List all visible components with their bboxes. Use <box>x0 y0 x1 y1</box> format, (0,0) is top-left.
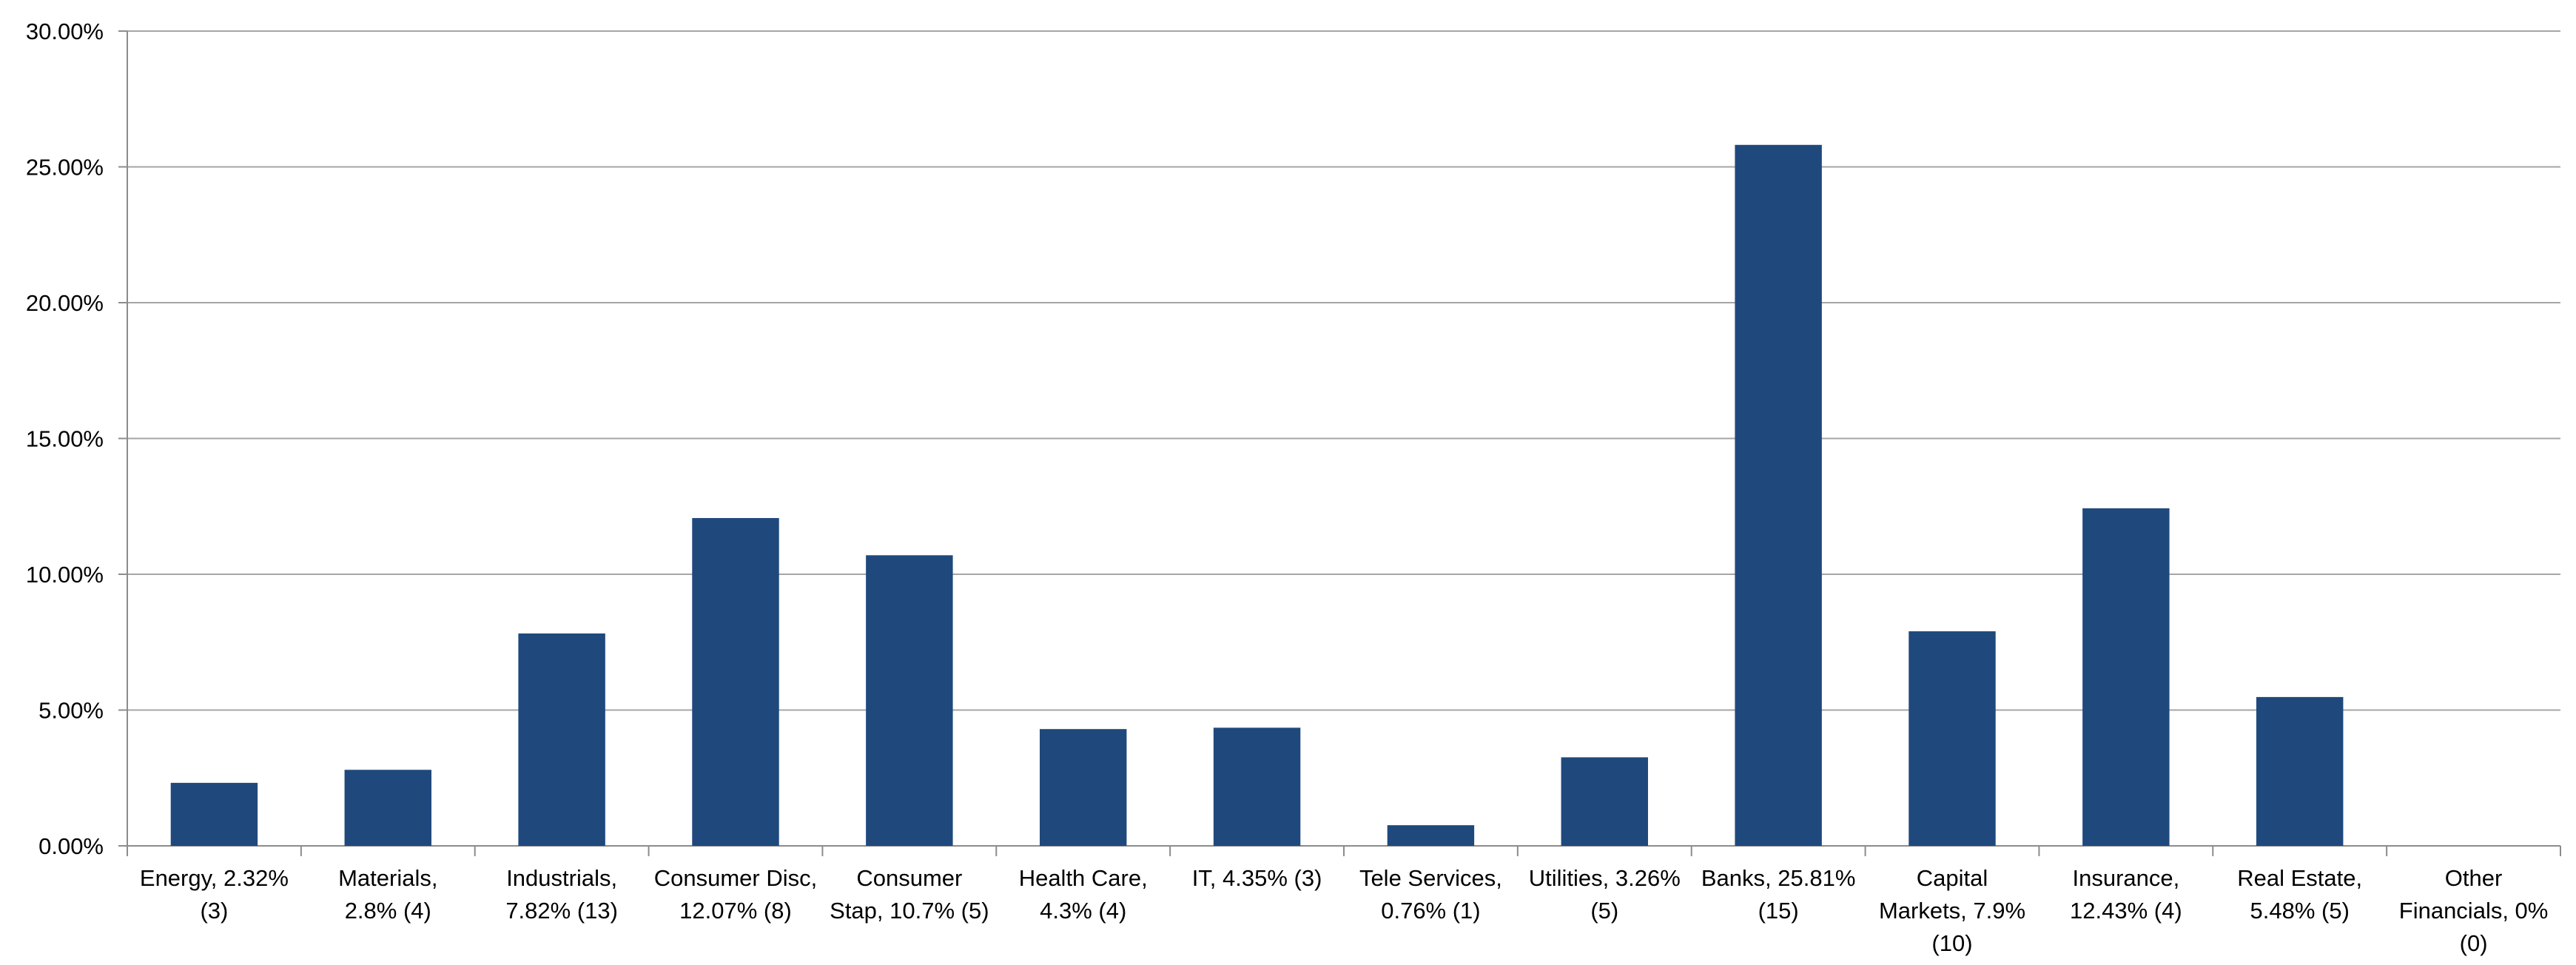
x-tick-label-line: Markets, 7.9% <box>1879 898 2025 924</box>
bar <box>344 770 431 846</box>
x-tick-label-line: Consumer Disc, <box>654 865 818 891</box>
gridlines <box>127 30 2560 711</box>
x-tick-label-line: Utilities, 3.26% <box>1529 865 1681 891</box>
x-tick-label: Other Financials, 0% (0) <box>2399 865 2549 956</box>
x-tick-label-line: 0.76% (1) <box>1381 898 1480 924</box>
bar <box>692 518 779 846</box>
x-tick-label: Capital Markets, 7.9% (10) <box>1879 865 2025 956</box>
bar <box>866 555 953 846</box>
x-tick-label-line: Financials, 0% <box>2399 898 2549 924</box>
x-tick-label-line: Capital <box>1917 865 1988 891</box>
x-tick-labels: Energy, 2.32% (3) Materials, 2.8% (4) Indust… <box>140 865 2548 956</box>
x-tick-label: Energy, 2.32% (3) <box>140 865 289 924</box>
y-tick-label: 15.00% <box>26 426 104 452</box>
x-tick-label: Consumer Disc, 12.07% (8) <box>654 865 818 924</box>
x-tick-label-line: (0) <box>2460 930 2488 956</box>
bar <box>1387 825 1475 846</box>
x-tick-label-line: Insurance, <box>2072 865 2179 891</box>
x-tick-label-line: Real Estate, <box>2237 865 2362 891</box>
x-tick-label: Health Care, 4.3% (4) <box>1019 865 1148 924</box>
x-tick-label-line: (5) <box>1590 898 1618 924</box>
x-tick-label-line: Materials, <box>338 865 437 891</box>
x-tick-label-line: 4.3% (4) <box>1040 898 1126 924</box>
x-tick-label-line: Stap, 10.7% (5) <box>830 898 989 924</box>
y-tick-labels: 0.00% 5.00% 10.00% 15.00% 20.00% 25.00% 30.00% <box>26 19 104 859</box>
bar <box>1561 757 1648 846</box>
x-tick-label-line: 2.8% (4) <box>345 898 431 924</box>
x-tick-label-line: Industrials, <box>506 865 617 891</box>
x-tick-label-line: (15) <box>1758 898 1799 924</box>
x-tick-label-line: 12.43% (4) <box>2070 898 2182 924</box>
bar <box>2256 696 2344 846</box>
x-tick-label-line: (10) <box>1931 930 1972 956</box>
x-tick-label: Tele Services, 0.76% (1) <box>1359 865 1502 924</box>
x-tick-label-line: 5.48% (5) <box>2250 898 2350 924</box>
y-tick-label: 0.00% <box>38 833 104 859</box>
x-tick-label-line: Banks, 25.81% <box>1701 865 1856 891</box>
bar <box>170 782 258 846</box>
bar <box>1213 727 1301 846</box>
bars <box>170 144 2344 846</box>
x-tick-label: Banks, 25.81% (15) <box>1701 865 1856 924</box>
x-tick-label: IT, 4.35% (3) <box>1192 865 1322 891</box>
bar <box>518 633 605 846</box>
x-tick-label: Materials, 2.8% (4) <box>338 865 437 924</box>
x-tick-label-line: Other <box>2445 865 2503 891</box>
x-tick-label-line: Tele Services, <box>1359 865 1502 891</box>
bar <box>1735 144 1822 846</box>
y-tick-label: 25.00% <box>26 155 104 181</box>
x-tick-label-line: (3) <box>200 898 228 924</box>
bar <box>1909 631 1996 846</box>
x-tick-label-line: Health Care, <box>1019 865 1148 891</box>
x-tick-label: Utilities, 3.26% (5) <box>1529 865 1681 924</box>
x-tick-label-line: IT, 4.35% (3) <box>1192 865 1322 891</box>
y-tick-label: 30.00% <box>26 19 104 44</box>
bar <box>1040 729 1127 846</box>
bar <box>2082 508 2170 846</box>
x-tick-label-line: Consumer <box>856 865 962 891</box>
x-tick-label: Industrials, 7.82% (13) <box>505 865 618 924</box>
x-tick-label: Consumer Stap, 10.7% (5) <box>830 865 989 924</box>
y-tick-label: 10.00% <box>26 562 104 588</box>
axes <box>118 30 2561 856</box>
x-tick-label: Real Estate, 5.48% (5) <box>2237 865 2362 924</box>
y-tick-label: 20.00% <box>26 290 104 316</box>
x-tick-label-line: 7.82% (13) <box>505 898 618 924</box>
y-tick-label: 5.00% <box>38 698 104 724</box>
x-tick-label-line: 12.07% (8) <box>679 898 792 924</box>
x-tick-label: Insurance, 12.43% (4) <box>2070 865 2182 924</box>
x-tick-label-line: Energy, 2.32% <box>140 865 289 891</box>
